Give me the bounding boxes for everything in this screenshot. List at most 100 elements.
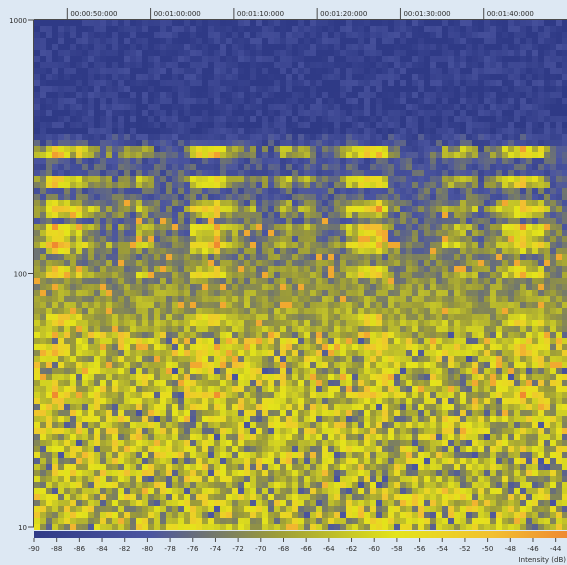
spectrogram-cell — [178, 260, 184, 266]
spectrogram-cell — [340, 68, 346, 74]
spectrogram-cell — [154, 200, 160, 206]
spectrogram-cell — [220, 80, 226, 86]
spectrogram-cell — [64, 80, 70, 86]
spectrogram-cell — [370, 398, 376, 404]
spectrogram-cell — [130, 314, 136, 320]
spectrogram-cell — [328, 428, 334, 434]
spectrogram-cell — [220, 164, 226, 170]
spectrogram-cell — [160, 392, 166, 398]
spectrogram-cell — [244, 506, 250, 512]
spectrogram-cell — [364, 26, 370, 32]
spectrogram-cell — [166, 452, 172, 458]
spectrogram-cell — [208, 38, 214, 44]
spectrogram-cell — [112, 158, 118, 164]
spectrogram-cell — [376, 74, 382, 80]
spectrogram-cell — [100, 476, 106, 482]
spectrogram-cell — [328, 74, 334, 80]
spectrogram-cell — [376, 290, 382, 296]
spectrogram-cell — [184, 32, 190, 38]
spectrogram-cell — [268, 488, 274, 494]
spectrogram-cell — [346, 98, 352, 104]
spectrogram-cell — [70, 488, 76, 494]
spectrogram-cell — [286, 200, 292, 206]
spectrogram-cell — [256, 188, 262, 194]
spectrogram-cell — [124, 182, 130, 188]
spectrogram-cell — [34, 302, 40, 308]
spectrogram-cell — [52, 122, 58, 128]
spectrogram-cell — [166, 74, 172, 80]
spectrogram-cell — [280, 326, 286, 332]
spectrogram-cell — [178, 404, 184, 410]
spectrogram-cell — [334, 386, 340, 392]
spectrogram-cell — [178, 182, 184, 188]
spectrogram-cell — [364, 116, 370, 122]
spectrogram-cell — [304, 32, 310, 38]
spectrogram-cell — [304, 482, 310, 488]
spectrogram-cell — [136, 482, 142, 488]
spectrogram-cell — [142, 410, 148, 416]
spectrogram-cell — [40, 134, 46, 140]
spectrogram-cell — [40, 56, 46, 62]
spectrogram-cell — [136, 386, 142, 392]
spectrogram-cell — [88, 410, 94, 416]
spectrogram-cell — [250, 182, 256, 188]
spectrogram-cell — [64, 74, 70, 80]
spectrogram-cell — [148, 380, 154, 386]
spectrogram-cell — [292, 500, 298, 506]
spectrogram-cell — [136, 488, 142, 494]
spectrogram-cell — [346, 80, 352, 86]
spectrogram-cell — [322, 146, 328, 152]
spectrogram-cell — [292, 452, 298, 458]
spectrogram-cell — [52, 56, 58, 62]
spectrogram-cell — [64, 326, 70, 332]
spectrogram-cell — [256, 464, 262, 470]
spectrogram-cell — [46, 368, 52, 374]
spectrogram-cell — [100, 134, 106, 140]
spectrogram-cell — [124, 146, 130, 152]
spectrogram-cell — [160, 410, 166, 416]
spectrogram-cell — [352, 164, 358, 170]
spectrogram-cell — [112, 236, 118, 242]
spectrogram-cell — [358, 338, 364, 344]
spectrogram-cell — [88, 134, 94, 140]
spectrogram-cell — [172, 56, 178, 62]
spectrogram-cell — [244, 356, 250, 362]
spectrogram-cell — [220, 470, 226, 476]
spectrogram-cell — [310, 38, 316, 44]
spectrogram-cell — [160, 104, 166, 110]
spectrogram-cell — [178, 152, 184, 158]
spectrogram-cell — [268, 500, 274, 506]
spectrogram-cell — [322, 470, 328, 476]
spectrogram-cell — [262, 176, 268, 182]
spectrogram-cell — [70, 422, 76, 428]
spectrogram-cell — [40, 458, 46, 464]
spectrogram-cell — [130, 182, 136, 188]
spectrogram-cell — [214, 344, 220, 350]
spectrogram-cell — [220, 56, 226, 62]
spectrogram-cell — [34, 206, 40, 212]
spectrogram-cell — [322, 500, 328, 506]
spectrogram-cell — [124, 440, 130, 446]
spectrogram-cell — [220, 74, 226, 80]
spectrogram-cell — [304, 230, 310, 236]
spectrogram-cell — [178, 482, 184, 488]
spectrogram-cell — [106, 164, 112, 170]
spectrogram-cell — [40, 488, 46, 494]
spectrogram-cell — [238, 176, 244, 182]
spectrogram-cell — [184, 86, 190, 92]
spectrogram-cell — [100, 260, 106, 266]
spectrogram-cell — [34, 422, 40, 428]
spectrogram-cell — [370, 374, 376, 380]
spectrogram-cell — [370, 428, 376, 434]
spectrogram-cell — [34, 32, 40, 38]
spectrogram-cell — [184, 50, 190, 56]
spectrogram-cell — [94, 410, 100, 416]
spectrogram-cell — [376, 404, 382, 410]
spectrogram-cell — [292, 422, 298, 428]
spectrogram-cell — [148, 116, 154, 122]
spectrogram-cell — [250, 452, 256, 458]
spectrogram-image[interactable] — [34, 20, 567, 530]
spectrogram-cell — [52, 362, 58, 368]
spectrogram-cell — [154, 320, 160, 326]
spectrogram-cell — [208, 104, 214, 110]
